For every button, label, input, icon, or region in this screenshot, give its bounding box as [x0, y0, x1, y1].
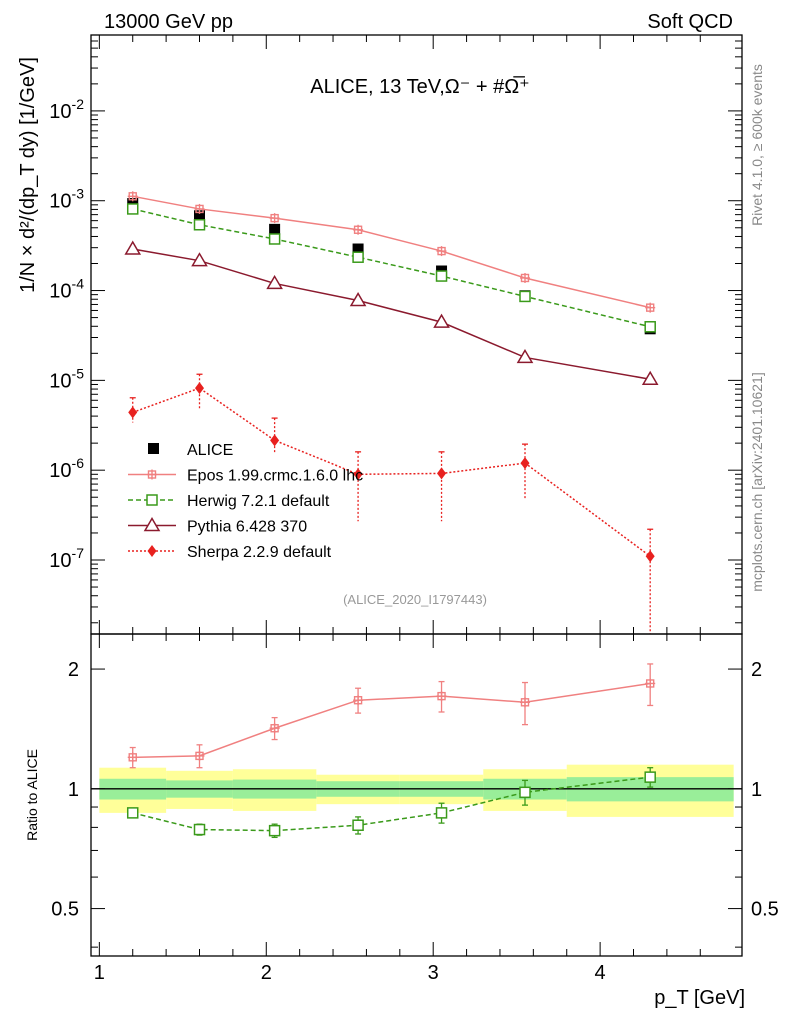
data-point-herwig [193, 219, 206, 231]
data-point-alice [269, 223, 281, 235]
data-point-herwig [352, 251, 364, 263]
data-point-pythia [266, 274, 283, 290]
y-tick-label: 10-3 [49, 186, 84, 213]
data-point-epos [194, 203, 205, 214]
ratio-point-epos [127, 752, 138, 763]
legend-marker-pythia [143, 517, 161, 532]
ratio-point-epos [269, 723, 280, 734]
energy-label: 13000 GeV pp [104, 11, 233, 33]
ratio-point-herwig [435, 807, 448, 819]
data-point-sherpa [353, 468, 363, 481]
y-tick-label: 10-6 [49, 455, 84, 482]
data-point-pythia [124, 240, 142, 255]
ratio-point-epos [520, 697, 530, 708]
ratio-point-herwig [519, 786, 531, 799]
ratio-point-epos [353, 695, 364, 706]
legend-label-alice: ALICE [187, 442, 233, 459]
data-point-herwig [126, 203, 139, 215]
data-point-pythia [641, 370, 659, 385]
y-tick-label: 10-7 [49, 545, 84, 572]
y-tick-label: 10-5 [49, 365, 84, 392]
series-line-pythia [132, 248, 651, 380]
mcplots-label: mcplots.cern.ch [arXiv:2401.10621] [749, 372, 765, 591]
data-point-alice [352, 243, 364, 255]
x-tick-label: 3 [428, 962, 439, 984]
legend-marker-sherpa [147, 545, 157, 557]
ratio-line-epos [132, 682, 651, 759]
series-line-epos [132, 195, 651, 309]
legend-marker-alice [148, 443, 159, 454]
y-tick-label: 10-2 [49, 96, 84, 123]
analysis-id: (ALICE_2020_I1797443) [343, 592, 487, 607]
y-tick-label: 10-4 [49, 276, 84, 303]
data-point-alice [194, 210, 205, 222]
legend-marker-epos [147, 469, 157, 480]
data-point-epos [645, 302, 656, 313]
x-tick-label: 4 [595, 962, 606, 984]
ratio-point-epos [194, 750, 205, 761]
x-axis-label: p_T [GeV] [654, 987, 745, 1009]
data-point-herwig [435, 270, 448, 282]
rivet-version-label: Rivet 4.1.0, ≥ 600k events [749, 64, 765, 226]
ratio-axis-label: Ratio to ALICE [24, 749, 40, 841]
legend-label-herwig: Herwig 7.2.1 default [187, 493, 330, 510]
ratio-point-epos [436, 691, 447, 702]
ratio-tick-label-right: 2 [751, 659, 762, 681]
data-point-sherpa [270, 434, 280, 447]
ratio-frame [90, 633, 743, 957]
ratio-point-herwig [644, 771, 656, 783]
data-point-epos [520, 272, 530, 283]
data-point-epos [127, 191, 138, 202]
data-point-sherpa [195, 382, 204, 395]
chart-title: ALICE, 13 TeV,Ω⁻ + #Ω̅⁺ [310, 75, 529, 98]
data-point-sherpa [520, 457, 530, 470]
ratio-point-herwig [352, 819, 364, 831]
ratio-panel: 1 2 3 4 0.5 0.5 1 1 2 2 [51, 633, 779, 984]
ratio-point-herwig [126, 807, 139, 819]
ratio-tick-label: 0.5 [51, 899, 79, 921]
x-tick-label: 1 [94, 962, 105, 984]
legend-label-epos: Epos 1.99.crmc.1.6.0 lhc [187, 468, 363, 485]
data-point-pythia [349, 291, 367, 307]
data-point-epos [353, 224, 364, 235]
x-tick-label: 2 [261, 962, 272, 984]
data-point-pythia [191, 252, 208, 267]
ratio-tick-label-right: 1 [751, 779, 762, 801]
ratio-point-epos [645, 678, 656, 689]
ratio-tick-label-right: 0.5 [751, 899, 779, 921]
legend-label-pythia: Pythia 6.428 370 [187, 519, 307, 536]
data-point-herwig [644, 321, 656, 333]
ratio-tick-label: 2 [68, 659, 79, 681]
data-point-sherpa [437, 467, 447, 480]
process-label: Soft QCD [647, 11, 733, 33]
legend-marker-herwig [146, 494, 158, 506]
y-axis-label: 1/N × d²/(dp_T dy) [1/GeV] [17, 57, 39, 293]
main-panel: 10-7 10-6 10-5 10-4 10-3 10-2 ALICE Epos 1.99.c… [49, 34, 743, 635]
data-point-epos [269, 213, 280, 224]
data-point-pythia [516, 348, 534, 364]
ratio-point-herwig [268, 824, 281, 837]
data-point-herwig [519, 290, 531, 303]
data-point-sherpa [645, 550, 655, 563]
data-point-epos [436, 246, 447, 257]
data-point-pythia [433, 313, 450, 328]
ratio-tick-label: 1 [68, 779, 79, 801]
legend-label-sherpa: Sherpa 2.2.9 default [187, 544, 332, 561]
ratio-point-herwig [193, 823, 206, 836]
data-point-herwig [268, 233, 281, 245]
data-point-sherpa [128, 406, 138, 419]
